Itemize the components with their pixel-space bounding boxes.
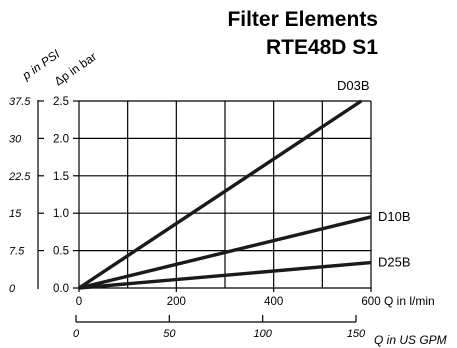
y-tick-label: 2.5: [53, 96, 69, 108]
y-tick-label: 0.0: [53, 283, 69, 295]
y2-tick-label: 37.5: [9, 96, 31, 108]
x2-axis-label: Q in US GPM: [374, 333, 447, 347]
series-line-d03b: [78, 99, 363, 290]
x2-tick-label: 150: [347, 328, 366, 340]
x-tick-label: 600: [361, 296, 380, 308]
series-label-d10b: D10B: [378, 209, 411, 224]
series-line-d25b: [78, 260, 372, 290]
y-tick-label: 1.0: [53, 208, 69, 220]
y-tick-label: 0.5: [53, 246, 69, 258]
labels: Filter Elements RTE48D S1 p in PSI Δp in…: [19, 8, 447, 347]
y-tick-label: 2.0: [53, 133, 69, 145]
x-axis-label: Q in l/min: [384, 294, 435, 308]
x-tick-label: 0: [76, 296, 82, 308]
series-line-d10b: [78, 215, 372, 290]
y2-tick-label: 7.5: [9, 246, 25, 258]
axes: 0.0 0.5 1.0 1.5 2.0 2.5 0 7.5 15 22.5 30 37.5 0 200 40…: [8, 96, 381, 340]
x2-tick-label: 50: [163, 328, 176, 340]
x-tick-label: 200: [167, 296, 186, 308]
chart-title-line1: Filter Elements: [227, 8, 378, 31]
x-tick-label: 400: [264, 296, 283, 308]
series-label-d03b: D03B: [337, 78, 370, 93]
y2-tick-label: 15: [9, 208, 22, 220]
y2-tick-label: 0: [9, 283, 16, 295]
x2-tick-label: 100: [253, 328, 272, 340]
series-lines: D03B D10B D25B: [78, 78, 411, 290]
y2-tick-label: 30: [9, 133, 22, 145]
chart-title-line2: RTE48D S1: [266, 36, 378, 59]
grid: [78, 100, 372, 289]
y-tick-label: 1.5: [53, 171, 69, 183]
series-label-d25b: D25B: [378, 255, 411, 270]
x2-tick-label: 0: [73, 328, 80, 340]
y2-tick-label: 22.5: [8, 171, 31, 183]
